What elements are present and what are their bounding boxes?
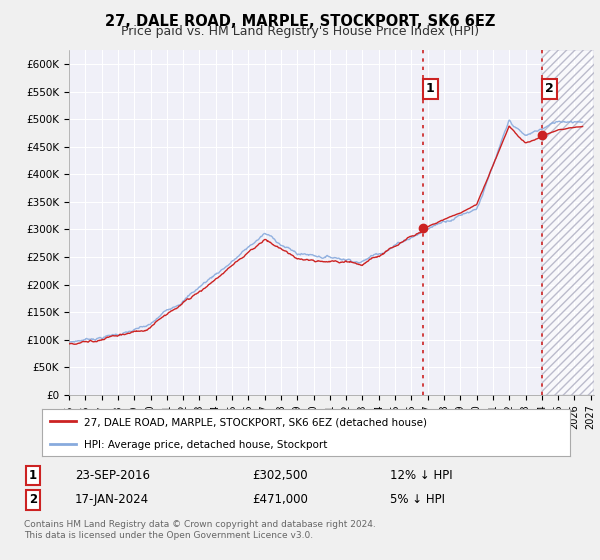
Text: 2: 2: [29, 493, 37, 506]
Text: 1: 1: [29, 469, 37, 482]
Text: 17-JAN-2024: 17-JAN-2024: [75, 493, 149, 506]
Text: Contains HM Land Registry data © Crown copyright and database right 2024.
This d: Contains HM Land Registry data © Crown c…: [24, 520, 376, 540]
Text: £302,500: £302,500: [252, 469, 308, 482]
Text: 27, DALE ROAD, MARPLE, STOCKPORT, SK6 6EZ (detached house): 27, DALE ROAD, MARPLE, STOCKPORT, SK6 6E…: [84, 417, 427, 427]
Text: 5% ↓ HPI: 5% ↓ HPI: [390, 493, 445, 506]
Text: 2: 2: [545, 82, 554, 95]
Text: 27, DALE ROAD, MARPLE, STOCKPORT, SK6 6EZ: 27, DALE ROAD, MARPLE, STOCKPORT, SK6 6E…: [105, 14, 495, 29]
Text: 1: 1: [426, 82, 434, 95]
Text: Price paid vs. HM Land Registry's House Price Index (HPI): Price paid vs. HM Land Registry's House …: [121, 25, 479, 38]
Text: £471,000: £471,000: [252, 493, 308, 506]
Text: 12% ↓ HPI: 12% ↓ HPI: [390, 469, 452, 482]
Text: HPI: Average price, detached house, Stockport: HPI: Average price, detached house, Stoc…: [84, 440, 328, 450]
Text: 23-SEP-2016: 23-SEP-2016: [75, 469, 150, 482]
